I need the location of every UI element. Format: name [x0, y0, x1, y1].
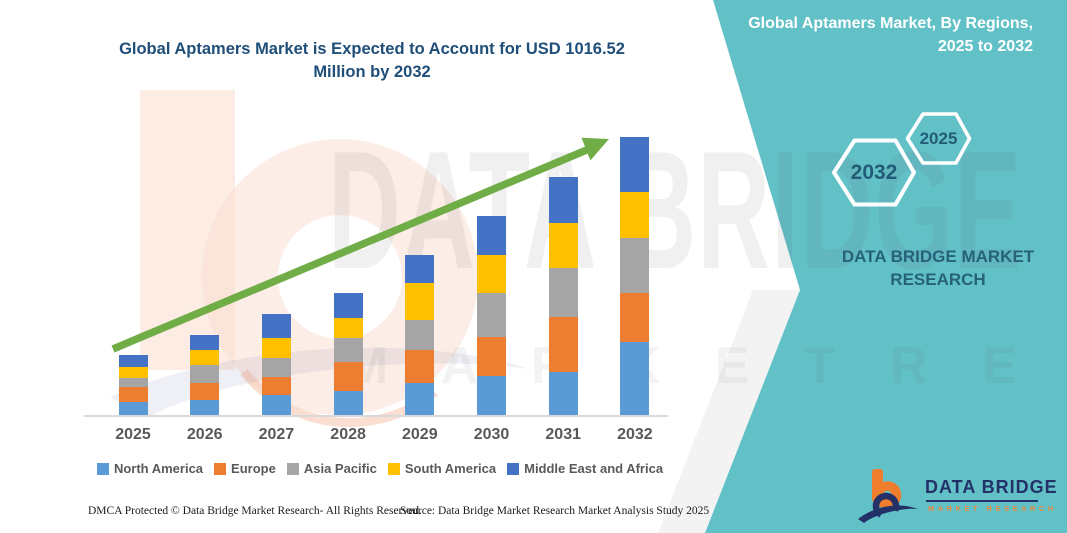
bar-2026-segment-asia-pacific: [190, 364, 220, 384]
brand-name-line2: RESEARCH: [890, 269, 986, 289]
bar-2027-segment-middle-east-and-africa: [261, 314, 291, 339]
logo-d-swoosh: [858, 505, 918, 523]
banner-title-line2: 2025 to 2032: [937, 38, 1033, 56]
bar-2027-segment-south-america: [261, 338, 291, 359]
bar-2026-segment-middle-east-and-africa: [190, 334, 220, 350]
bar-2031-segment-asia-pacific: [548, 268, 578, 317]
bar-2031-segment-north-america: [548, 371, 578, 415]
footer-source-text: Source: Data Bridge Market Research Mark…: [400, 505, 710, 517]
chart-legend: North America Europe Asia Pacific South Ame…: [80, 461, 680, 476]
x-axis-line: [84, 415, 668, 417]
bar-2025-segment-south-america: [118, 366, 148, 379]
legend-swatch-middle-east-and-africa: [507, 462, 520, 475]
bar-2032-segment-middle-east-and-africa: [620, 136, 650, 192]
bar-2032-segment-south-america: [620, 191, 650, 239]
bar-2027-segment-asia-pacific: [261, 358, 291, 377]
footer-dmca-text: DMCA Protected © Data Bridge Market Rese…: [88, 505, 422, 517]
legend-item-europe: Europe: [214, 461, 276, 476]
bar-2026-segment-south-america: [190, 349, 220, 365]
bar-2030-segment-north-america: [477, 376, 506, 415]
bar-2025-segment-europe: [118, 386, 148, 402]
x-axis-label-2025: 2025: [115, 426, 151, 443]
bar-2032-segment-asia-pacific: [620, 238, 650, 294]
logo-divider-line: [926, 500, 1038, 502]
bar-2031-segment-europe: [548, 316, 578, 372]
databridge-logo-icon: [858, 469, 918, 523]
logo-subtitle: MARKET RESEARCH: [928, 504, 1057, 513]
brand-name-on-banner: DATA BRIDGE MARKET RESEARCH: [838, 246, 1038, 292]
x-axis-label-2032: 2032: [617, 426, 653, 443]
bar-2030-segment-middle-east-and-africa: [477, 215, 506, 256]
bar-2028-segment-europe: [333, 361, 363, 391]
bar-2028-segment-asia-pacific: [333, 338, 363, 362]
bar-2030-segment-asia-pacific: [477, 293, 506, 337]
bar-2032-segment-north-america: [620, 341, 650, 415]
x-axis-label-2029: 2029: [402, 426, 438, 443]
x-axis-label-2031: 2031: [545, 426, 581, 443]
bar-2028-segment-north-america: [333, 390, 363, 415]
watermark-b-stem: [140, 90, 235, 370]
legend-label-south-america: South America: [404, 461, 497, 476]
legend-label-north-america: North America: [113, 461, 204, 476]
banner-title-line1: Global Aptamers Market, By Regions,: [748, 15, 1033, 32]
bar-2026-segment-north-america: [190, 399, 220, 415]
trend-arrow-head: [581, 137, 609, 161]
brand-name-line1: DATA BRIDGE MARKET: [841, 247, 1035, 266]
x-axis-label-2027: 2027: [258, 426, 295, 443]
bar-2028-segment-middle-east-and-africa: [333, 293, 363, 319]
x-axis-label-2030: 2030: [473, 426, 510, 443]
bar-2031-segment-south-america: [548, 223, 578, 269]
logo-wordmark: DATA BRIDGE: [925, 477, 1058, 497]
watermark-swoosh: [110, 347, 530, 418]
legend-swatch-north-america: [96, 462, 109, 475]
hexagon-2032-outline: [832, 138, 916, 207]
bar-2025-segment-middle-east-and-africa: [118, 354, 148, 367]
hexagon-2025: 2025: [905, 112, 972, 165]
legend-item-north-america: North America: [96, 461, 204, 476]
hexagon-2025-outline: [905, 112, 972, 165]
legend-label-asia-pacific: Asia Pacific: [303, 461, 377, 476]
bar-2028-segment-south-america: [333, 318, 363, 339]
bar-2025-segment-north-america: [118, 401, 148, 415]
legend-swatch-europe: [214, 462, 227, 475]
x-axis-label-2028: 2028: [330, 426, 366, 443]
bar-2029-segment-europe: [405, 349, 435, 384]
bar-2029-segment-south-america: [405, 283, 435, 320]
legend-label-europe: Europe: [231, 461, 276, 476]
legend-label-middle-east-and-africa: Middle East and Africa: [524, 461, 664, 476]
bar-2027-segment-europe: [261, 376, 291, 396]
bar-2025-segment-asia-pacific: [118, 378, 148, 387]
legend-item-asia-pacific: Asia Pacific: [286, 461, 377, 476]
legend-item-south-america: South America: [387, 461, 497, 476]
legend-swatch-south-america: [387, 462, 400, 475]
bar-2032-segment-europe: [620, 293, 650, 342]
bar-2027-segment-north-america: [261, 395, 291, 415]
x-axis-label-2026: 2026: [186, 426, 223, 443]
hexagon-2032: 2032: [831, 138, 917, 207]
legend-item-middle-east-and-africa: Middle East and Africa: [507, 461, 663, 476]
bar-2030-segment-europe: [477, 336, 506, 377]
hexagon-2032-label: 2032: [850, 160, 898, 184]
hexagon-2025-label: 2025: [919, 128, 958, 148]
legend-swatch-asia-pacific: [286, 462, 299, 475]
bar-2029-segment-north-america: [405, 383, 435, 415]
bar-2029-segment-middle-east-and-africa: [405, 255, 435, 284]
bar-2030-segment-south-america: [477, 255, 506, 294]
logo-b-bowl: [873, 481, 902, 509]
bar-2026-segment-europe: [190, 383, 220, 400]
chart-title: Global Aptamers Market is Expected to Ac…: [119, 40, 625, 82]
banner-title: Global Aptamers Market, By Regions, 2025…: [713, 12, 1033, 58]
bar-2029-segment-asia-pacific: [405, 319, 435, 350]
bar-2031-segment-middle-east-and-africa: [548, 176, 578, 224]
